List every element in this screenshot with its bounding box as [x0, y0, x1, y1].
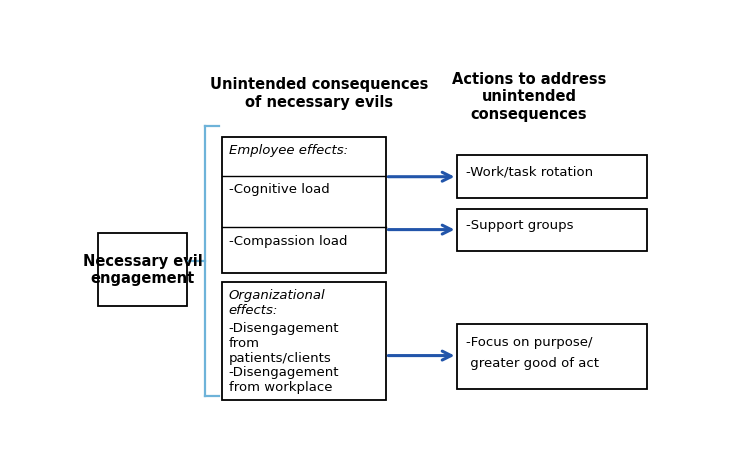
FancyBboxPatch shape [99, 233, 187, 307]
Text: -Work/task rotation: -Work/task rotation [466, 165, 593, 178]
Text: -Support groups: -Support groups [466, 218, 574, 231]
Text: -Disengagement
from workplace: -Disengagement from workplace [229, 365, 339, 393]
FancyBboxPatch shape [457, 156, 647, 198]
Text: Employee effects:: Employee effects: [229, 143, 348, 156]
Text: -Disengagement
from
patients/clients: -Disengagement from patients/clients [229, 321, 339, 364]
Text: Necessary evil
engagement: Necessary evil engagement [83, 254, 203, 286]
FancyBboxPatch shape [222, 138, 385, 273]
Text: Unintended consequences
of necessary evils: Unintended consequences of necessary evi… [210, 77, 428, 109]
Text: -Focus on purpose/
 greater good of act: -Focus on purpose/ greater good of act [466, 336, 599, 369]
FancyBboxPatch shape [457, 325, 647, 389]
Text: Actions to address
unintended
consequences: Actions to address unintended consequenc… [452, 72, 606, 121]
Text: Organizational
effects:: Organizational effects: [229, 288, 325, 316]
FancyBboxPatch shape [457, 209, 647, 251]
FancyBboxPatch shape [222, 283, 385, 400]
Text: -Compassion load: -Compassion load [229, 234, 348, 247]
Text: -Cognitive load: -Cognitive load [229, 183, 330, 196]
